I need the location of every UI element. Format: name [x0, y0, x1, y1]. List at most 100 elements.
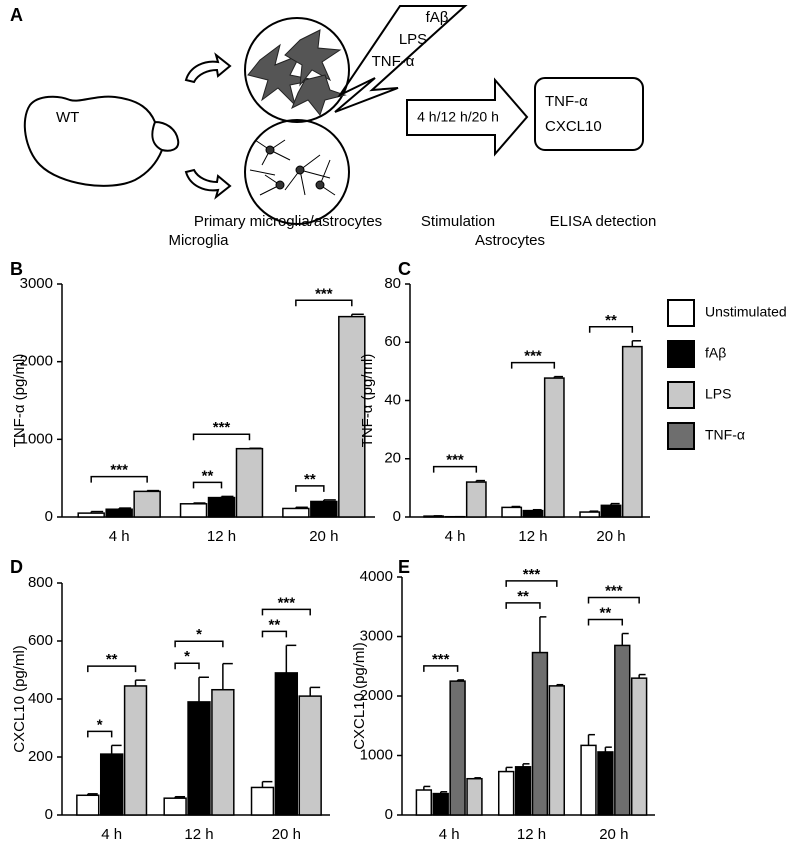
bar — [543, 377, 565, 518]
significance-label: *** — [446, 452, 464, 469]
stimulus: LPS — [399, 31, 427, 48]
bar — [600, 504, 622, 518]
bar — [630, 677, 648, 816]
readout-box — [534, 77, 644, 151]
significance-label: ** — [517, 588, 529, 605]
bar — [579, 511, 601, 518]
step-label: Stimulation — [421, 213, 495, 230]
y-axis-label: CXCL10 (pg/ml) — [351, 642, 368, 750]
x-tick-label: 20 h — [599, 826, 628, 843]
significance-label: *** — [315, 285, 333, 302]
significance-bracket — [295, 299, 353, 307]
y-tick-label: 400 — [28, 690, 53, 707]
x-tick-label: 12 h — [518, 528, 547, 545]
legend-label: LPS — [705, 386, 731, 402]
bar — [105, 508, 133, 518]
legend-swatch — [667, 340, 695, 368]
x-tick-label: 12 h — [517, 826, 546, 843]
bar — [423, 515, 445, 518]
legend-label: TNF-α — [705, 427, 745, 443]
y-tick-label: 0 — [385, 806, 393, 823]
y-axis-label: CXCL10 (pg/ml) — [11, 645, 28, 753]
legend-label: fAβ — [705, 345, 726, 361]
bar — [123, 685, 148, 816]
significance-label: * — [196, 626, 202, 643]
significance-label: ** — [600, 604, 612, 621]
significance-label: ** — [269, 616, 281, 633]
bar — [466, 777, 483, 816]
bar — [99, 753, 124, 816]
x-tick-label: 20 h — [596, 528, 625, 545]
significance-label: *** — [213, 419, 231, 436]
significance-bracket — [87, 665, 137, 673]
bar-chart: D CXCL10 (pg/ml) 0 200 400 600 800 4 h 12 h 20 h *… — [10, 557, 330, 843]
significance-bracket — [174, 640, 224, 648]
bar — [614, 644, 631, 816]
significance-label: ** — [106, 651, 118, 668]
bar — [187, 701, 211, 816]
legend-swatch — [667, 299, 695, 327]
bar — [76, 794, 100, 816]
x-tick-label: 20 h — [272, 826, 301, 843]
bar — [211, 688, 235, 816]
panel-letter: B — [10, 259, 23, 279]
significance-bracket — [587, 618, 624, 626]
panel-letter: A — [10, 5, 23, 25]
step-label: Primary microglia/astrocytes — [194, 213, 382, 230]
y-tick-label: 40 — [384, 391, 401, 408]
panel-letter: D — [10, 557, 23, 577]
bar — [497, 770, 515, 816]
significance-bracket — [423, 665, 459, 672]
panel-a: A WT fAβ LPS TNF-α 4 h/12 h/20 h TNF-α C… — [10, 5, 656, 230]
brain-outline — [23, 95, 180, 187]
significance-label: * — [97, 716, 103, 733]
y-tick-label: 3000 — [20, 275, 53, 292]
y-tick-label: 2000 — [360, 687, 393, 704]
curved-arrow — [184, 52, 232, 84]
y-tick-label: 20 — [384, 450, 401, 467]
bar — [465, 481, 487, 518]
chart-title: Microglia — [168, 232, 229, 249]
bar — [274, 672, 299, 816]
y-tick-label: 1000 — [20, 430, 53, 447]
microglia-dish — [244, 17, 350, 123]
significance-bracket — [505, 580, 558, 587]
y-tick-label: 0 — [393, 508, 401, 525]
significance-bracket — [87, 730, 113, 738]
bar — [522, 509, 544, 518]
significance-bracket — [261, 630, 288, 638]
x-tick-label: 4 h — [101, 826, 122, 843]
bar — [77, 512, 105, 518]
x-tick-label: 4 h — [109, 528, 130, 545]
step-label: ELISA detection — [550, 213, 657, 230]
y-tick-label: 2000 — [20, 353, 53, 370]
x-tick-label: 4 h — [439, 826, 460, 843]
astrocyte-dish — [244, 119, 350, 225]
x-tick-label: 20 h — [309, 528, 338, 545]
bar — [235, 447, 264, 518]
significance-bracket — [432, 465, 478, 473]
significance-label: ** — [202, 467, 214, 484]
y-axis-label: TNF-α (pg/ml) — [359, 354, 376, 448]
y-tick-label: 0 — [45, 508, 53, 525]
y-tick-label: 3000 — [360, 627, 393, 644]
significance-bracket — [588, 326, 634, 333]
y-tick-label: 200 — [28, 748, 53, 765]
significance-bracket — [192, 433, 251, 441]
bar — [621, 345, 643, 518]
bar — [531, 651, 549, 816]
y-axis-label: TNF-α (pg/ml) — [11, 354, 28, 448]
significance-bracket — [587, 596, 640, 604]
bar — [597, 751, 614, 816]
bar — [415, 789, 433, 816]
curved-arrow — [184, 168, 232, 200]
significance-label: *** — [278, 594, 296, 611]
bar — [298, 695, 322, 816]
panel-letter: E — [398, 557, 410, 577]
x-tick-label: 12 h — [184, 826, 213, 843]
x-tick-label: 12 h — [207, 528, 236, 545]
panel-letter: C — [398, 259, 411, 279]
y-tick-label: 800 — [28, 574, 53, 591]
y-tick-label: 600 — [28, 632, 53, 649]
